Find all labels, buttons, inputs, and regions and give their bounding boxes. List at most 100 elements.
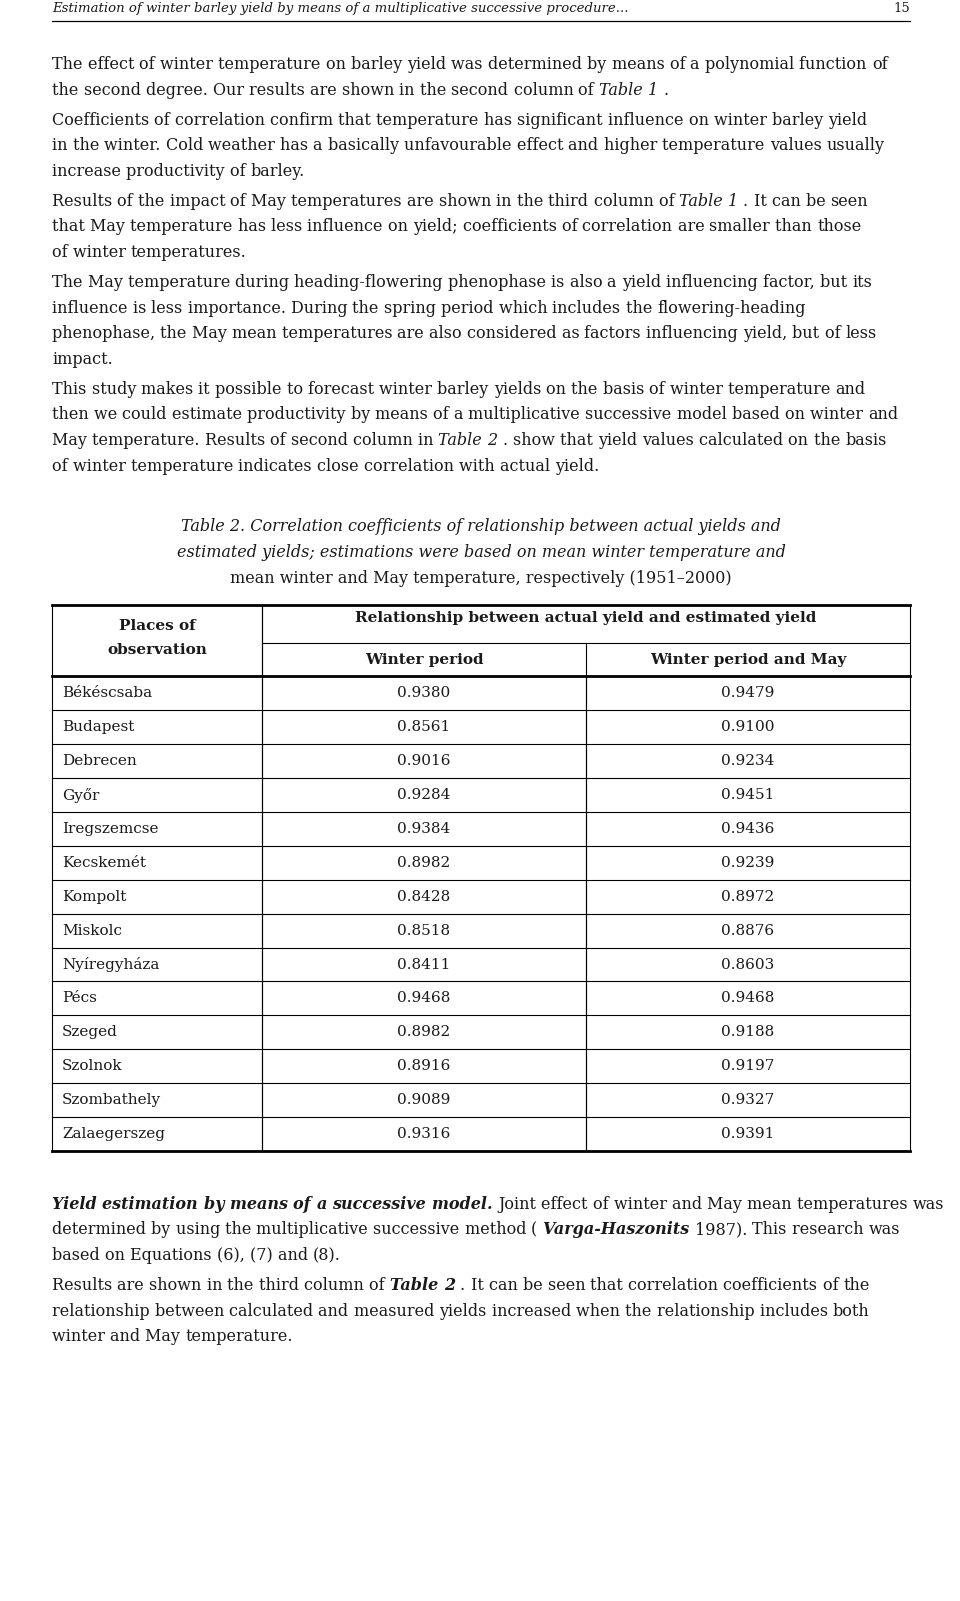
Text: yield: yield bbox=[407, 56, 451, 74]
Text: spring: spring bbox=[384, 299, 441, 317]
Text: 0.9016: 0.9016 bbox=[397, 754, 451, 768]
Text: temperatures: temperatures bbox=[291, 192, 407, 210]
Text: Coefficients: Coefficients bbox=[52, 112, 155, 128]
Text: Szombathely: Szombathely bbox=[62, 1093, 161, 1106]
Text: Table: Table bbox=[680, 192, 728, 210]
Text: those: those bbox=[817, 218, 861, 235]
Text: estimation: estimation bbox=[103, 1196, 204, 1212]
Text: Iregszemcse: Iregszemcse bbox=[62, 821, 158, 836]
Text: is: is bbox=[551, 274, 569, 291]
Text: winter: winter bbox=[160, 56, 218, 74]
Text: of: of bbox=[659, 192, 680, 210]
Text: relationship: relationship bbox=[52, 1303, 155, 1319]
Text: than: than bbox=[776, 218, 817, 235]
Text: by: by bbox=[151, 1222, 176, 1239]
Text: of: of bbox=[433, 407, 454, 423]
Text: that: that bbox=[560, 432, 598, 450]
Text: a: a bbox=[690, 56, 705, 74]
Text: flowering-heading: flowering-heading bbox=[658, 299, 805, 317]
Text: estimated yields; estimations were based on mean winter temperature and: estimated yields; estimations were based… bbox=[177, 544, 785, 560]
Text: winter: winter bbox=[713, 112, 772, 128]
Text: Table: Table bbox=[439, 432, 488, 450]
Text: and: and bbox=[110, 1329, 145, 1345]
Text: winter: winter bbox=[809, 407, 868, 423]
Text: May: May bbox=[192, 325, 231, 343]
Text: results: results bbox=[249, 82, 310, 99]
Text: May: May bbox=[252, 192, 291, 210]
Text: the: the bbox=[516, 192, 548, 210]
Text: was: was bbox=[451, 56, 488, 74]
Text: Table 2. Correlation coefficients of relationship between actual yields and: Table 2. Correlation coefficients of rel… bbox=[181, 519, 780, 535]
Text: (6),: (6), bbox=[217, 1247, 250, 1265]
Text: the: the bbox=[352, 299, 384, 317]
Text: on: on bbox=[105, 1247, 130, 1265]
Text: and: and bbox=[319, 1303, 353, 1319]
Text: correlation: correlation bbox=[628, 1278, 724, 1294]
Text: function: function bbox=[800, 56, 872, 74]
Text: 0.8982: 0.8982 bbox=[397, 1025, 450, 1039]
Text: a: a bbox=[313, 138, 328, 154]
Text: means: means bbox=[375, 407, 433, 423]
Text: values: values bbox=[642, 432, 699, 450]
Text: temperature: temperature bbox=[218, 56, 325, 74]
Text: .: . bbox=[743, 192, 754, 210]
Text: influencing: influencing bbox=[666, 274, 763, 291]
Text: Debrecen: Debrecen bbox=[62, 754, 136, 768]
Text: 15: 15 bbox=[893, 2, 910, 16]
Text: on: on bbox=[788, 432, 814, 450]
Text: 2: 2 bbox=[488, 432, 503, 450]
Text: 0.8561: 0.8561 bbox=[397, 720, 450, 735]
Text: usually: usually bbox=[827, 138, 885, 154]
Text: of: of bbox=[230, 192, 252, 210]
Text: a: a bbox=[608, 274, 622, 291]
Text: less: less bbox=[271, 218, 307, 235]
Text: but: but bbox=[820, 274, 852, 291]
Text: importance.: importance. bbox=[187, 299, 291, 317]
Text: of: of bbox=[669, 56, 690, 74]
Text: 0.9384: 0.9384 bbox=[397, 821, 450, 836]
Text: the: the bbox=[138, 192, 170, 210]
Text: Szolnok: Szolnok bbox=[62, 1060, 123, 1073]
Text: higher: higher bbox=[604, 138, 662, 154]
Text: period: period bbox=[441, 299, 498, 317]
Text: determined: determined bbox=[52, 1222, 151, 1239]
Text: the: the bbox=[843, 1278, 870, 1294]
Text: temperatures: temperatures bbox=[281, 325, 397, 343]
Text: possible: possible bbox=[215, 381, 287, 397]
Text: has: has bbox=[484, 112, 517, 128]
Text: that: that bbox=[52, 218, 90, 235]
Text: could: could bbox=[122, 407, 172, 423]
Text: of: of bbox=[139, 56, 160, 74]
Text: Zalaegerszeg: Zalaegerszeg bbox=[62, 1127, 165, 1142]
Text: of: of bbox=[229, 163, 251, 179]
Text: second: second bbox=[84, 82, 146, 99]
Text: forecast: forecast bbox=[308, 381, 379, 397]
Text: degree.: degree. bbox=[146, 82, 212, 99]
Text: of: of bbox=[294, 1196, 317, 1212]
Text: mean: mean bbox=[747, 1196, 797, 1212]
Text: be: be bbox=[805, 192, 830, 210]
Text: estimate: estimate bbox=[172, 407, 247, 423]
Text: The: The bbox=[52, 274, 87, 291]
Text: third: third bbox=[259, 1278, 304, 1294]
Text: 0.9100: 0.9100 bbox=[721, 720, 775, 735]
Text: 0.9188: 0.9188 bbox=[721, 1025, 775, 1039]
Text: the: the bbox=[420, 82, 451, 99]
Text: 0.9479: 0.9479 bbox=[721, 687, 775, 700]
Text: multiplicative: multiplicative bbox=[256, 1222, 373, 1239]
Text: polynomial: polynomial bbox=[705, 56, 800, 74]
Text: winter: winter bbox=[52, 1329, 110, 1345]
Text: was: was bbox=[869, 1222, 900, 1239]
Text: close: close bbox=[317, 458, 364, 475]
Text: the: the bbox=[52, 82, 84, 99]
Text: This: This bbox=[52, 381, 91, 397]
Text: .: . bbox=[503, 432, 513, 450]
Text: which: which bbox=[498, 299, 552, 317]
Text: temperature: temperature bbox=[376, 112, 484, 128]
Text: Results: Results bbox=[52, 1278, 117, 1294]
Text: seen: seen bbox=[830, 192, 868, 210]
Text: multiplicative: multiplicative bbox=[468, 407, 586, 423]
Text: calculated: calculated bbox=[699, 432, 788, 450]
Text: it: it bbox=[199, 381, 215, 397]
Text: smaller: smaller bbox=[709, 218, 776, 235]
